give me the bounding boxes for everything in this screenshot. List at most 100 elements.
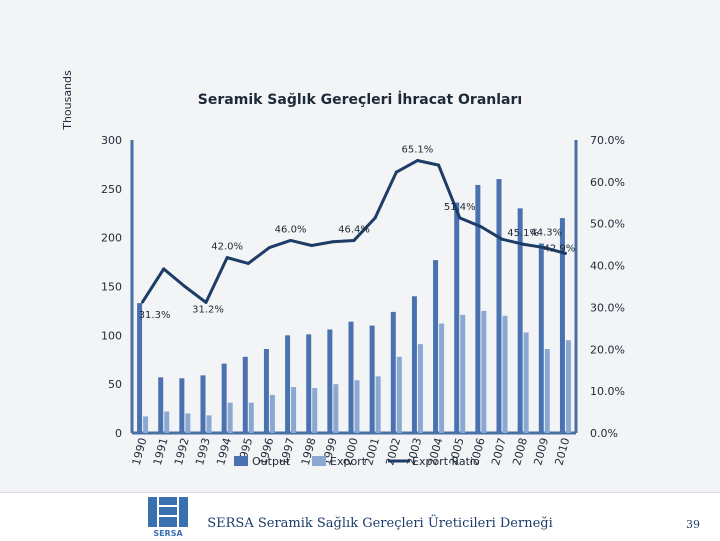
export-ratio-point	[183, 285, 187, 288]
export-bar	[417, 344, 423, 433]
ratio-data-label: 42.9%	[544, 243, 576, 254]
legend-label: Export	[330, 455, 367, 468]
left-tick-label: 150	[101, 281, 122, 294]
export-bar	[523, 332, 529, 433]
export-ratio-point	[267, 246, 271, 250]
export-bar	[227, 402, 233, 433]
export-ratio-point	[331, 240, 335, 244]
page-number: 39	[686, 518, 700, 531]
x-tick-label: 1993	[193, 436, 213, 466]
export-bar	[439, 323, 445, 433]
x-tick-label: 2009	[531, 436, 551, 466]
export-ratio-point	[415, 159, 419, 163]
export-ratio-point	[373, 216, 377, 220]
export-ratio-point	[204, 300, 208, 304]
export-ratio-point	[352, 238, 356, 242]
export-bar	[481, 310, 487, 433]
right-tick-label: 10.0%	[590, 385, 625, 398]
footer-text: SERSA Seramik Sağlık Gereçleri Üreticile…	[207, 516, 553, 531]
output-bar	[559, 218, 565, 433]
output-bar	[200, 375, 206, 433]
export-bar	[333, 384, 339, 433]
x-tick-label: 1994	[214, 436, 234, 466]
export-ratio-point	[521, 242, 525, 246]
right-tick-label: 70.0%	[590, 134, 625, 147]
export-bar	[312, 388, 318, 433]
output-bar	[390, 311, 396, 433]
x-tick-label: 1992	[172, 436, 192, 466]
export-bar	[269, 394, 275, 433]
output-bar	[433, 260, 439, 433]
output-bar	[158, 377, 164, 433]
ratio-data-label: 31.2%	[192, 304, 224, 315]
right-tick-label: 60.0%	[590, 176, 625, 189]
output-bar	[348, 321, 354, 433]
export-bar	[375, 376, 381, 433]
logo-text: SERSA	[153, 529, 183, 538]
left-tick-label: 0	[115, 427, 122, 440]
export-bar	[544, 349, 550, 433]
ratio-data-label: 44.3%	[530, 228, 562, 239]
export-bar	[185, 413, 191, 433]
output-bar	[517, 208, 523, 433]
ratio-data-label: 65.1%	[402, 145, 434, 156]
legend-swatch	[312, 456, 326, 466]
x-tick-label: 2008	[510, 436, 530, 466]
right-tick-label: 30.0%	[590, 301, 625, 314]
left-tick-label: 50	[108, 378, 122, 391]
export-bar	[143, 416, 149, 433]
output-bar	[137, 303, 143, 433]
left-tick-label: 100	[101, 329, 122, 342]
export-bar	[396, 356, 402, 433]
export-ratio-point	[141, 300, 145, 304]
export-ratio-point	[225, 256, 229, 260]
x-tick-label: 2010	[553, 436, 573, 466]
export-ratio-point	[162, 267, 166, 271]
right-tick-label: 50.0%	[590, 218, 625, 231]
sersa-logo: SERSA	[148, 497, 188, 538]
export-bar	[248, 402, 254, 433]
export-bar	[502, 315, 508, 433]
output-bar	[475, 184, 481, 433]
ratio-data-label: 31.3%	[139, 310, 171, 321]
left-tick-label: 250	[101, 183, 122, 196]
left-tick-label: 200	[101, 232, 122, 245]
export-ratio-point	[542, 246, 546, 250]
x-tick-label: 1990	[130, 436, 150, 466]
export-ratio-point	[563, 251, 567, 255]
ratio-data-label: 42.0%	[211, 242, 243, 253]
legend-label: Output	[252, 455, 291, 468]
export-ratio-point	[500, 237, 504, 241]
ratio-data-label: 46.4%	[338, 224, 370, 235]
right-tick-label: 20.0%	[590, 343, 625, 356]
chart-title: Seramik Sağlık Gereçleri İhracat Oranlar…	[197, 92, 523, 108]
ratio-data-label: 45.1%	[507, 228, 539, 239]
ratio-data-label: 46.0%	[275, 224, 307, 235]
export-ratio-point	[394, 170, 398, 174]
export-ratio-point	[437, 163, 441, 167]
right-tick-label: 0.0%	[590, 427, 618, 440]
x-tick-label: 1991	[151, 436, 171, 466]
export-ratio-point	[289, 238, 293, 242]
output-bar	[306, 334, 312, 433]
export-ratio-point	[458, 216, 462, 220]
output-bar	[179, 378, 185, 433]
output-bar	[411, 296, 417, 433]
legend-swatch	[234, 456, 248, 466]
ratio-data-label: 51.4%	[444, 202, 476, 213]
output-bar	[242, 356, 248, 433]
x-tick-label: 2007	[489, 436, 509, 466]
output-bar	[538, 243, 544, 433]
legend-label: Export Ratio	[412, 455, 480, 468]
output-bar	[221, 363, 227, 433]
output-bar	[327, 329, 333, 433]
export-ratio-point	[246, 261, 250, 265]
output-bar	[369, 325, 375, 433]
export-bar	[206, 415, 212, 433]
export-bar	[565, 340, 571, 433]
export-bar	[354, 380, 360, 433]
right-tick-label: 40.0%	[590, 260, 625, 273]
export-ratio-point	[479, 225, 483, 229]
